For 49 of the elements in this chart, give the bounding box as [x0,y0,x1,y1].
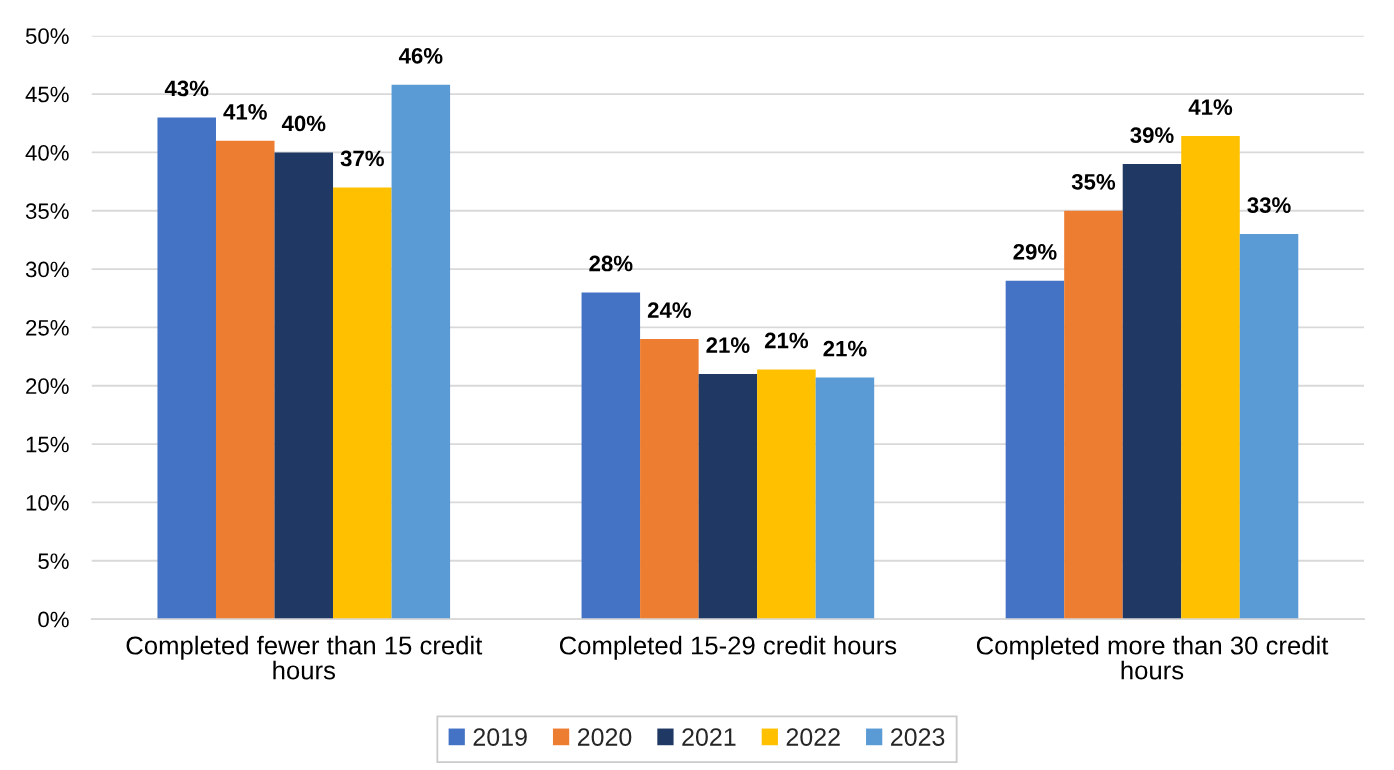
legend-label: 2023 [891,728,945,746]
y-tick-label: 15% [26,436,69,453]
bar [1181,136,1240,620]
bar [1005,280,1065,620]
y-tick-label: 25% [26,319,69,336]
data-label: 24% [647,302,691,318]
data-label: 21% [764,332,809,349]
data-label: 43% [164,80,209,97]
bar [640,339,699,620]
x-tick-label: Completed fewer than 15 credit hours [126,635,483,680]
x-tick-label: Completed more than 30 credit hours [976,635,1329,680]
y-tick-label: 10% [26,494,69,511]
bar [157,117,216,620]
bar [274,152,334,620]
bar [1064,210,1123,620]
y-tick-label: 20% [26,378,69,395]
bar [698,374,758,620]
y-tick-label: 35% [25,203,69,219]
legend-label: 2021 [682,728,736,746]
legend-label: 2022 [786,728,840,746]
data-label: 46% [398,47,443,64]
data-label: 29% [1013,243,1057,260]
bar [215,140,275,620]
bar [581,292,641,620]
data-label: 41% [223,103,267,120]
bar [333,187,392,620]
data-label: 21% [823,340,867,357]
bar [1122,164,1182,620]
x-tick-label: Completed 15-29 credit hours [559,635,897,660]
data-label: 35% [1071,173,1116,190]
data-label: 28% [589,255,633,272]
bar [1239,234,1299,620]
bar [391,84,451,620]
bar [757,369,816,620]
data-label: 40% [281,115,326,132]
data-label: 21% [706,337,750,353]
data-label: 33% [1247,197,1291,214]
y-tick-label: 40% [25,144,69,161]
legend-label: 2019 [473,728,527,746]
y-tick-label: 0% [38,611,69,628]
y-tick-label: 50% [25,28,69,44]
y-tick-label: 5% [38,553,69,570]
y-tick-label: 30% [25,261,69,278]
data-label: 39% [1130,127,1174,144]
data-label: 41% [1188,99,1233,115]
data-label: 37% [340,150,384,167]
bar [815,377,875,620]
legend-label: 2020 [577,728,632,746]
y-tick-label: 45% [25,86,69,103]
